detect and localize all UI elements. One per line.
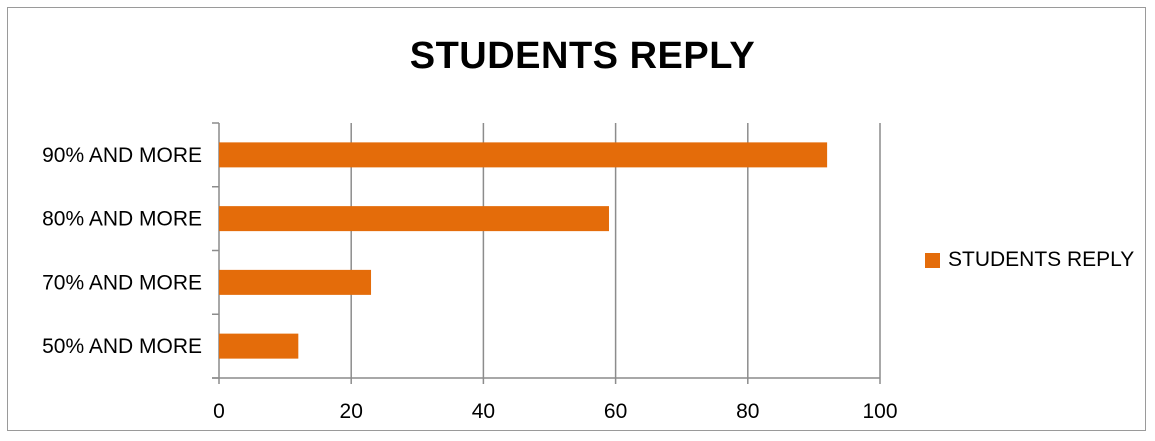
y-tick-label: 50% AND MORE xyxy=(42,335,202,358)
legend-swatch xyxy=(925,252,940,268)
bar-90 xyxy=(219,142,828,168)
x-tick-label: 40 xyxy=(472,400,495,423)
x-tick-label: 100 xyxy=(862,400,897,423)
legend-label: STUDENTS REPLY xyxy=(948,248,1135,271)
x-tick-label: 0 xyxy=(213,400,225,423)
tick-labels: 0 20 40 60 80 100 90% AND MORE 80% AND MORE 70% … xyxy=(42,144,897,423)
x-tick-label: 80 xyxy=(736,400,759,423)
y-tick-label: 70% AND MORE xyxy=(42,271,202,294)
legend: STUDENTS REPLY xyxy=(925,248,1134,272)
x-tick-label: 20 xyxy=(340,400,363,423)
y-tick-label: 90% AND MORE xyxy=(42,144,202,167)
chart-title: STUDENTS REPLY xyxy=(409,35,756,77)
x-tick-label: 60 xyxy=(604,400,627,423)
bar-80 xyxy=(219,206,609,232)
bar-70 xyxy=(219,269,372,295)
y-tick-label: 80% AND MORE xyxy=(42,208,202,231)
bar-50 xyxy=(219,333,299,359)
axes xyxy=(212,122,881,384)
bars xyxy=(219,142,828,359)
